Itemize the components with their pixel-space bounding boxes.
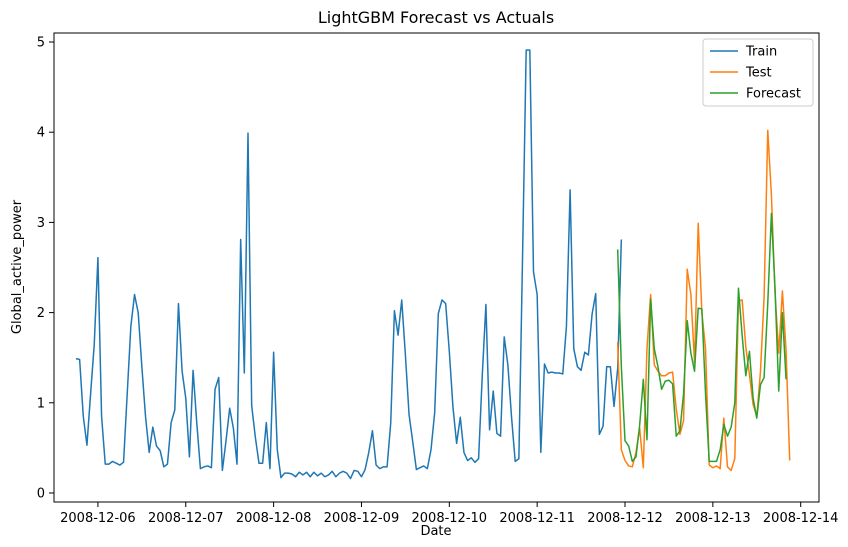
series-layer [75,49,791,480]
y-tick-label: 0 [37,486,45,501]
y-tick-label: 3 [37,216,45,231]
x-tick-label: 2008-12-14 [763,511,839,526]
y-tick-label: 4 [37,126,45,141]
y-axis: 0 1 2 3 4 5 [37,36,54,501]
y-tick-label: 1 [37,396,45,411]
x-tick-label: 2008-12-11 [499,511,575,526]
legend-label-train: Train [745,45,777,60]
series-line-train [75,49,623,480]
plot-frame [53,32,820,503]
x-tick-label: 2008-12-10 [412,511,488,526]
y-tick-label: 5 [37,36,45,51]
chart-title: LightGBM Forecast vs Actuals [318,8,554,27]
x-tick-label: 2008-12-06 [60,511,136,526]
x-tick-label: 2008-12-12 [587,511,663,526]
x-tick-label: 2008-12-09 [324,511,400,526]
x-axis-label: Date [420,524,451,539]
series-line-test [616,129,791,472]
x-tick-label: 2008-12-07 [148,511,224,526]
legend: Train Test Forecast [702,38,814,107]
x-tick-label: 2008-12-13 [675,511,751,526]
series-line-forecast [616,212,787,463]
y-axis-label: Global_active_power [10,199,25,334]
x-axis: 2008-12-06 2008-12-07 2008-12-08 2008-12-09… [60,502,838,526]
legend-label-test: Test [745,66,772,81]
y-tick-label: 2 [37,306,45,321]
x-tick-label: 2008-12-08 [236,511,312,526]
legend-label-forecast: Forecast [746,87,801,102]
legend-box [702,38,814,107]
